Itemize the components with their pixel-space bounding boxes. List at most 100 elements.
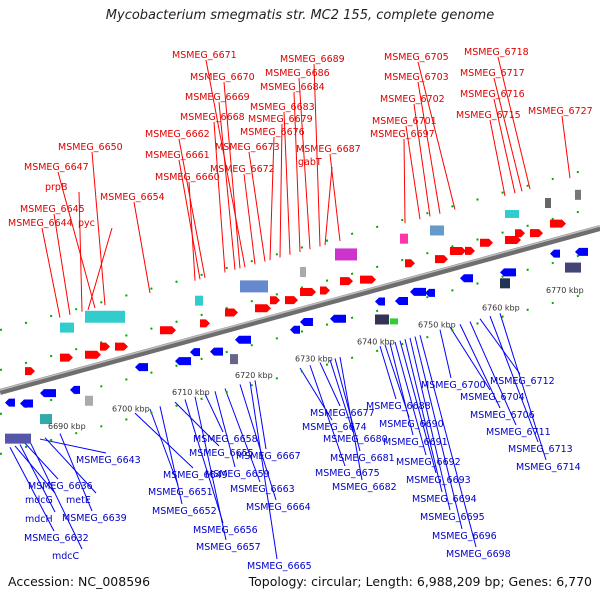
scale-label: 6730 kbp [295,354,333,363]
gene-label: MSMEG_6677 [310,408,375,419]
leader-line [479,318,521,375]
forward-gene-arrow [300,288,316,296]
leader-line [419,335,477,548]
gene-label: MSMEG_6674 [302,422,367,433]
feature-box [430,225,444,236]
leader-line [449,326,491,391]
reverse-gene-arrow [550,249,560,258]
feature-box [300,267,306,277]
forward-gene-arrow [115,342,128,351]
leader-line [19,444,56,513]
leader-line [413,103,431,217]
forward-gene-arrow [285,296,298,305]
gene-label: mdcC [52,551,80,562]
leader-line [174,401,220,447]
feature-box [60,322,74,333]
feature-box [565,262,581,273]
reverse-gene-arrow [40,389,56,398]
gene-label: metE [66,495,91,506]
leader-line [41,227,61,318]
gene-label: mdcG [25,495,53,506]
leader-line [14,445,56,494]
reverse-gene-arrow [460,274,473,283]
gene-label: MSMEG_6718 [464,47,529,58]
leader-line [319,362,341,407]
forward-gene-arrow [530,229,543,238]
gene-label: MSMEG_6684 [260,82,325,93]
gene-label: MSMEG_6693 [406,475,471,486]
leader-line [279,123,283,258]
page-title: Mycobacterium smegmatis str. MC2 155, co… [105,8,495,23]
leader-line [298,77,311,250]
genome-summary-text: Topology: circular; Length: 6,988,209 bp… [248,574,592,589]
gene-label: MSMEG_6643 [76,455,141,466]
gene-label: MSMEG_6671 [172,50,237,61]
leader-line [389,343,414,436]
leader-line [499,313,547,461]
forward-gene-arrow [270,296,280,305]
gene-label: MSMEG_6688 [366,401,431,412]
leader-line [293,91,301,253]
gene-label: gabT [298,157,322,168]
leader-line [329,359,354,433]
gene-label: MSMEG_6673 [215,142,280,153]
gene-label: MSMEG_6668 [180,112,245,123]
leader-line [53,213,71,315]
gene-label: MSMEG_6700 [421,380,486,391]
leader-line [493,98,516,194]
gene-label: MSMEG_6689 [280,54,345,65]
gene-label: MSMEG_6650 [58,142,123,153]
reverse-gene-arrow [330,314,346,323]
gene-label: MSMEG_6698 [446,549,511,560]
leader-line [489,315,539,443]
leader-line [224,388,261,483]
scale-label: 6710 kbp [172,388,210,397]
gene-label: MSMEG_6659 [205,469,270,480]
gene-label: MSMEG_6692 [396,457,461,468]
gene-label: MSMEG_6694 [412,494,477,505]
leader-line [29,441,83,550]
leader-line [87,227,113,311]
gene-label: MSMEG_6663 [230,484,295,495]
leader-line [59,433,93,512]
leader-line [249,381,278,560]
reverse-gene-arrow [395,297,408,306]
leader-line [489,119,506,197]
feature-box [390,318,398,325]
scale-labels: 6690 kbp 6700 kbp 6710 kbp 6720 kbp 6730 kbp… [48,286,584,431]
feature-box [505,209,519,218]
gene-label: MSMEG_6636 [28,481,93,492]
gene-label: MSMEG_6716 [460,89,525,100]
gene-label: MSMEG_6686 [265,68,330,79]
gene-label: MSMEG_6667 [236,451,301,462]
leader-line [223,81,241,269]
leader-line [417,61,456,210]
gene-label: MSMEG_6679 [248,114,313,125]
leader-line [194,396,227,541]
gene-label: MSMEG_6657 [196,542,261,553]
gene-label: MSMEG_6645 [20,204,85,215]
gene-label: MSMEG_6669 [185,92,250,103]
feature-box [85,395,93,406]
leader-line [214,391,236,468]
leader-line [334,358,361,452]
leader-line [204,393,224,433]
leader-line [394,341,427,456]
feature-box [40,414,52,425]
feature-box [230,354,238,365]
leader-line [133,201,151,294]
leader-line [404,339,443,493]
scale-label: 6700 kbp [112,404,150,413]
reverse-gene-arrow [210,347,223,356]
leader-line [561,115,571,179]
leader-line [205,59,246,268]
leader-line [9,447,55,532]
scale-label: 6720 kbp [235,371,273,380]
scale-label: 6760 kbp [482,303,520,312]
gene-label: MSMEG_6652 [152,506,217,517]
leader-line [379,345,397,400]
gene-label: prpB [45,182,67,193]
leader-line [283,111,291,255]
leader-line [309,365,346,467]
